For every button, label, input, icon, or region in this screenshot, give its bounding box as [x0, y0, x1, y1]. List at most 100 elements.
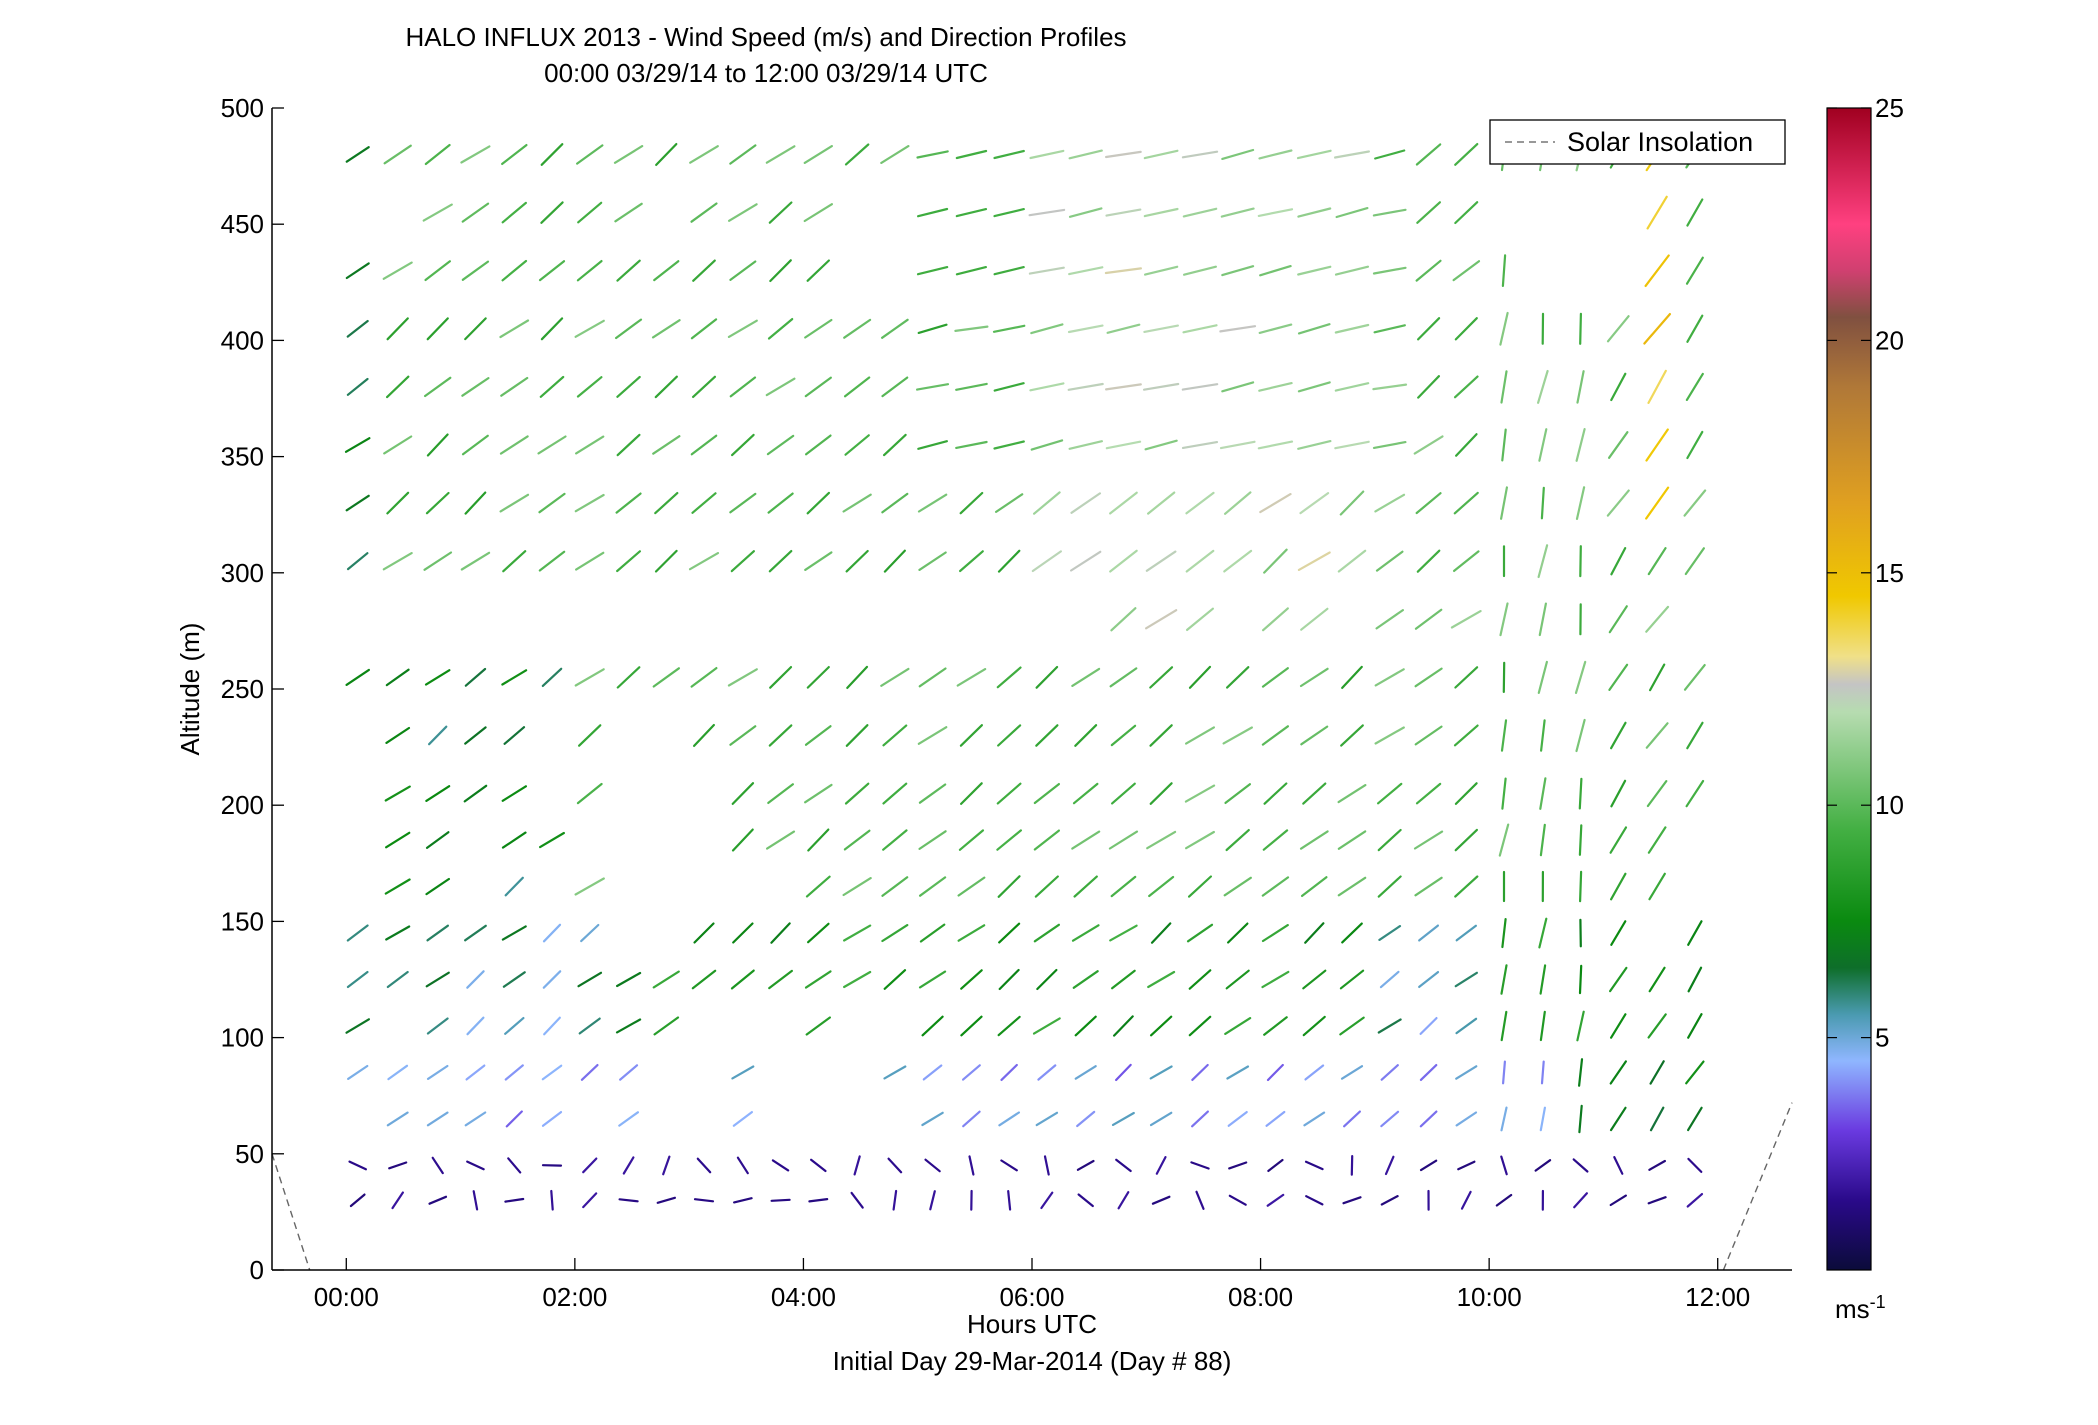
wind-arrow [1453, 491, 1479, 515]
wind-arrow [1184, 726, 1216, 745]
wind-arrow [1182, 207, 1218, 218]
wind-arrow [464, 924, 487, 942]
wind-arrow [1185, 549, 1215, 573]
wind-arrow [1576, 370, 1585, 404]
y-axis-label: Altitude (m) [175, 623, 205, 756]
wind-arrow [653, 1016, 680, 1036]
wind-arrow [881, 876, 909, 897]
wind-arrow [1297, 265, 1332, 276]
wind-arrow [651, 319, 681, 339]
wind-arrow [425, 971, 450, 988]
wind-arrow [654, 492, 679, 515]
wind-arrow [1419, 1016, 1438, 1036]
wind-arrow [576, 376, 603, 398]
wind-arrow [1457, 1160, 1476, 1171]
wind-arrow [921, 1111, 944, 1127]
wind-arrow [622, 1156, 635, 1175]
wind-arrows-layer [344, 137, 1707, 1211]
wind-arrow [881, 923, 909, 943]
wind-arrow [1228, 1194, 1247, 1206]
wind-arrow [768, 969, 794, 990]
wind-arrow [997, 724, 1022, 747]
wind-arrow [1149, 1111, 1173, 1127]
wind-arrow [1609, 721, 1627, 750]
wind-arrow [537, 435, 567, 455]
wind-arrow [1109, 491, 1138, 515]
colorbar-tick-label: 20 [1875, 325, 1904, 355]
wind-arrow [386, 375, 410, 399]
wind-arrow [994, 493, 1024, 513]
wind-arrow [1414, 876, 1443, 897]
wind-arrow [1296, 149, 1332, 160]
wind-arrow [424, 376, 452, 398]
wind-arrow [1500, 1010, 1508, 1042]
wind-arrow [1686, 1106, 1703, 1132]
wind-arrow [1454, 201, 1479, 225]
wind-arrow [997, 549, 1021, 573]
wind-arrow [1379, 970, 1400, 989]
wind-arrow [1413, 435, 1444, 455]
wind-arrow [499, 319, 530, 339]
wind-arrow [1644, 254, 1670, 287]
wind-arrow [916, 150, 949, 159]
wind-arrow [1181, 383, 1219, 391]
wind-arrow [1686, 1192, 1704, 1208]
wind-arrow [1372, 383, 1408, 391]
wind-arrow [1221, 381, 1255, 393]
wind-arrow [501, 259, 528, 282]
wind-arrow [1302, 1015, 1326, 1037]
wind-arrow [1226, 1065, 1250, 1080]
wind-arrow [1645, 722, 1669, 749]
wind-arrow [1266, 1193, 1285, 1207]
wind-arrow [1225, 666, 1250, 689]
wind-arrow [1380, 1110, 1400, 1128]
wind-arrow [1074, 724, 1098, 747]
wind-arrow [619, 1064, 639, 1081]
wind-arrow [1258, 323, 1293, 334]
wind-arrow [958, 829, 985, 851]
wind-arrow [768, 724, 793, 747]
wind-arrow [346, 319, 369, 338]
wind-arrow [464, 317, 487, 341]
wind-arrow [1687, 920, 1703, 946]
wind-arrow [540, 317, 564, 341]
wind-arrow [842, 924, 872, 942]
wind-arrow [1029, 382, 1065, 392]
wind-arrow [1115, 1158, 1132, 1173]
wind-arrow [1415, 492, 1442, 515]
wind-arrow [1378, 924, 1402, 942]
wind-arrow [955, 382, 988, 391]
wind-arrow [538, 831, 566, 849]
wind-arrow [502, 971, 526, 988]
wind-arrow [1299, 830, 1329, 850]
wind-arrow [577, 201, 603, 224]
x-tick-label: 08:00 [1228, 1282, 1293, 1312]
wind-arrow [959, 724, 984, 747]
wind-arrow [1300, 876, 1328, 898]
chart-subtitle: 00:00 03/29/14 to 12:00 03/29/14 UTC [544, 58, 988, 88]
wind-arrow [1071, 667, 1101, 688]
wind-arrow [464, 1111, 487, 1127]
wind-arrow [1453, 724, 1479, 747]
wind-arrow [1106, 323, 1141, 334]
wind-arrow [499, 493, 530, 513]
wind-arrow [844, 143, 870, 166]
wind-arrow [654, 549, 678, 573]
wind-arrow [423, 551, 453, 571]
wind-arrow [1419, 1110, 1438, 1128]
wind-arrow [574, 319, 605, 338]
wind-arrow [1685, 372, 1704, 401]
wind-arrow [956, 667, 987, 687]
wind-arrow [346, 377, 369, 396]
wind-arrow [1000, 1159, 1018, 1172]
wind-arrow [1455, 1111, 1478, 1127]
wind-arrow [770, 1198, 791, 1202]
x-tick-label: 12:00 [1685, 1282, 1750, 1312]
wind-arrow [1335, 207, 1369, 219]
wind-arrow [771, 1159, 790, 1172]
legend: Solar Insolation [1489, 119, 1786, 165]
wind-arrow [345, 1018, 370, 1034]
wind-arrow [1609, 872, 1627, 901]
wind-arrow [613, 145, 644, 164]
wind-arrow [918, 551, 947, 572]
